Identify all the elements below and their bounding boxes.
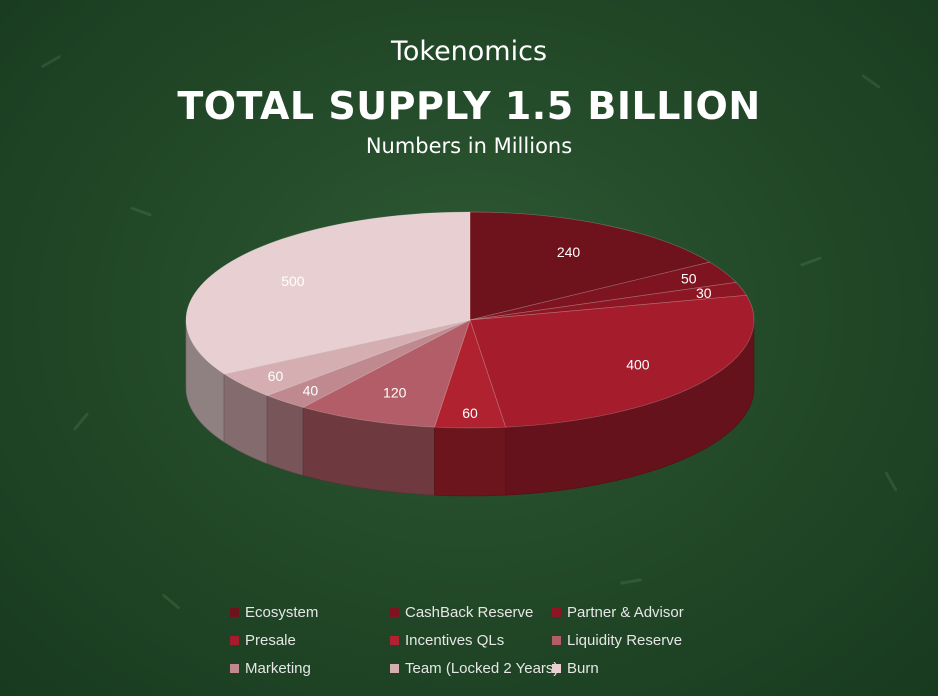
legend-item-ecosystem: Ecosystem	[230, 604, 318, 621]
legend-swatch	[552, 663, 561, 673]
legend-swatch	[552, 607, 561, 617]
legend-label: Presale	[245, 632, 296, 649]
chart-title: TOTAL SUPPLY 1.5 BILLION	[177, 84, 761, 128]
slice-burn	[185, 211, 471, 375]
data-label-team-locked-2-years: 60	[268, 368, 284, 384]
chart-subtitle: Numbers in Millions	[365, 134, 573, 158]
legend-item-presale: Presale	[230, 632, 296, 649]
data-label-marketing: 40	[303, 382, 319, 398]
slice-liquidity-reserve	[302, 319, 471, 428]
data-label-presale: 400	[626, 356, 650, 372]
legend-label: Ecosystem	[245, 604, 319, 621]
legend-swatch	[230, 663, 239, 673]
legend-label: Team (Locked 2 Years)	[405, 660, 559, 677]
data-label-partner-advisor: 30	[696, 285, 712, 301]
legend-swatch	[390, 663, 399, 673]
legend-label: CashBack Reserve	[405, 604, 534, 621]
pie-top	[185, 211, 755, 429]
legend-label: Liquidity Reserve	[567, 632, 683, 649]
legend-swatch	[230, 607, 239, 617]
legend-label: Burn	[567, 660, 599, 677]
side-wall-marketing	[266, 395, 304, 476]
legend-label: Incentives QLs	[405, 632, 505, 649]
data-label-burn: 500	[281, 273, 305, 289]
legend-item-liquidity-reserve: Liquidity Reserve	[552, 632, 682, 649]
slice-cashback-reserve	[469, 261, 737, 321]
legend-item-cashback-reserve: CashBack Reserve	[390, 604, 533, 621]
slice-presale	[469, 294, 755, 428]
slice-incentives-qls	[433, 318, 507, 429]
data-label-ecosystem: 240	[557, 244, 581, 260]
side-wall-incentives-qls	[434, 426, 506, 497]
slice-partner-advisor	[469, 281, 748, 321]
side-wall-team-locked-2-years	[223, 373, 268, 465]
legend-swatch	[230, 635, 239, 645]
slice-ecosystem	[469, 211, 711, 321]
legend-item-burn: Burn	[552, 660, 599, 677]
slice-team-locked-2-years	[223, 319, 471, 396]
legend-swatch	[390, 607, 399, 617]
legend-label: Marketing	[245, 660, 311, 677]
legend-item-team-locked-2-years: Team (Locked 2 Years)	[390, 660, 558, 677]
data-label-liquidity-reserve: 120	[383, 384, 407, 400]
legend-item-partner-advisor: Partner & Advisor	[552, 604, 684, 621]
legend-item-marketing: Marketing	[230, 660, 311, 677]
legend-swatch	[390, 635, 399, 645]
legend-item-incentives-qls: Incentives QLs	[390, 632, 504, 649]
data-label-cashback-reserve: 50	[681, 271, 697, 287]
legend-label: Partner & Advisor	[567, 604, 684, 621]
legend-swatch	[552, 635, 561, 645]
data-label-incentives-qls: 60	[462, 405, 478, 421]
slice-marketing	[266, 319, 471, 408]
chart-heading: Tokenomics	[390, 36, 548, 67]
